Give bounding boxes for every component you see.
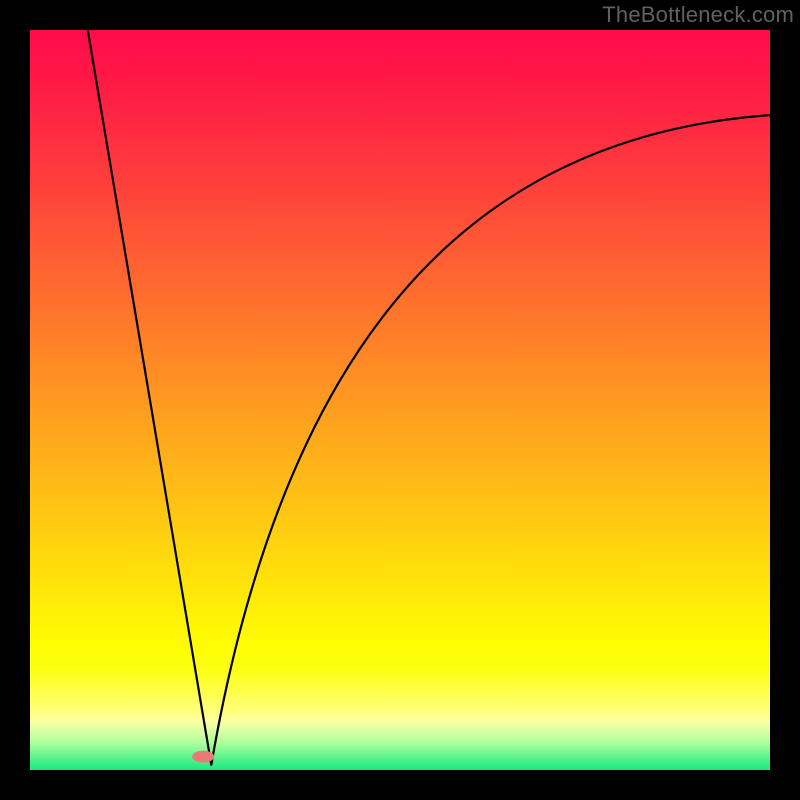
bottleneck-chart (0, 0, 800, 800)
optimal-marker (192, 751, 214, 763)
watermark-text: TheBottleneck.com (602, 2, 794, 28)
plot-background (30, 30, 770, 770)
chart-container: TheBottleneck.com (0, 0, 800, 800)
